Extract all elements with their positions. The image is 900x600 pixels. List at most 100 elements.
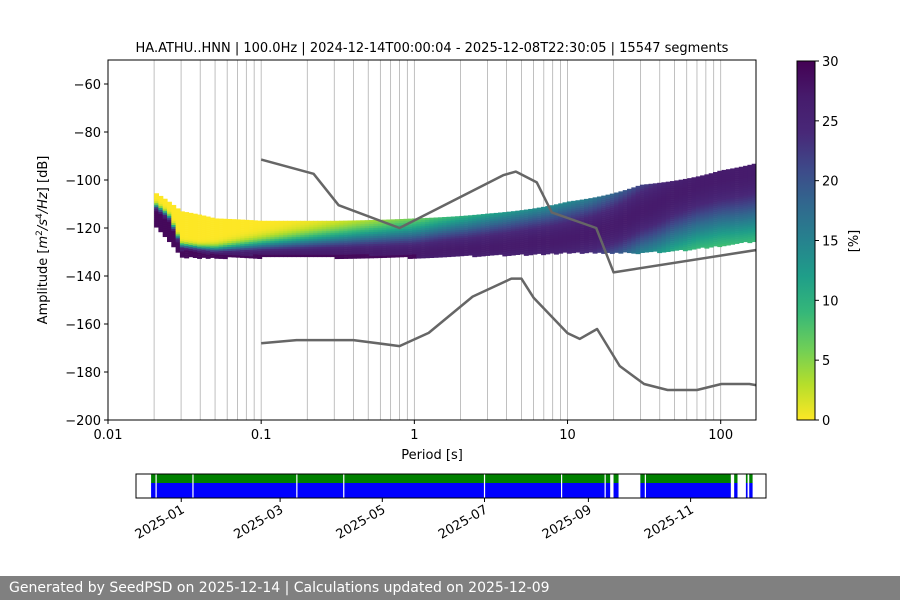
- heatmap-cell: [562, 226, 568, 229]
- heatmap-cell: [480, 230, 486, 233]
- heatmap-cell: [399, 219, 405, 222]
- heatmap-cell: [734, 221, 740, 224]
- heatmap-cell: [162, 198, 168, 202]
- heatmap-cell: [394, 219, 400, 222]
- colorbar-tick-label: 5: [822, 354, 830, 369]
- heatmap-cell: [695, 232, 701, 235]
- heatmap-cell: [412, 236, 417, 239]
- heatmap-cell: [300, 244, 306, 248]
- heatmap-cell: [713, 240, 718, 243]
- heatmap-cell: [592, 241, 598, 244]
- heatmap-cell: [369, 250, 374, 253]
- heatmap-cell: [446, 230, 452, 234]
- heatmap-cell: [257, 256, 263, 259]
- heatmap-cell: [351, 228, 357, 231]
- heatmap-cell: [528, 242, 534, 246]
- heatmap-cell: [210, 235, 215, 238]
- heatmap-cell: [463, 215, 469, 218]
- heatmap-cell: [390, 237, 396, 240]
- heatmap-cell: [704, 176, 710, 179]
- heatmap-cell: [571, 220, 577, 224]
- heatmap-cell: [218, 236, 224, 239]
- heatmap-cell: [549, 215, 555, 218]
- heatmap-cell: [334, 248, 340, 252]
- heatmap-cell: [373, 241, 379, 245]
- heatmap-cell: [360, 238, 366, 241]
- heatmap-cell: [295, 238, 301, 242]
- heatmap-cell: [313, 230, 319, 234]
- usage-bar: [640, 474, 731, 483]
- heatmap-cell: [639, 216, 645, 219]
- heatmap-cell: [313, 246, 319, 250]
- heatmap-cell: [639, 234, 645, 237]
- heatmap-cell: [648, 191, 654, 195]
- heatmap-cell: [605, 250, 611, 253]
- heatmap-cell: [291, 246, 297, 250]
- heatmap-cell: [743, 187, 749, 191]
- heatmap-cell: [347, 222, 353, 225]
- heatmap-cell: [609, 245, 615, 248]
- heatmap-cell: [429, 221, 435, 224]
- heatmap-cell: [661, 246, 667, 249]
- heatmap-cell: [313, 244, 319, 248]
- heatmap-cell: [227, 244, 233, 248]
- heatmap-cell: [545, 222, 551, 225]
- heatmap-cell: [704, 242, 710, 245]
- heatmap-cell: [691, 179, 697, 182]
- heatmap-cell: [596, 230, 602, 233]
- heatmap-cell: [364, 242, 370, 245]
- heatmap-cell: [639, 196, 645, 199]
- heatmap-cell: [244, 219, 250, 223]
- heatmap-cell: [386, 239, 392, 242]
- heatmap-cell: [179, 237, 185, 240]
- heatmap-cell: [201, 219, 207, 222]
- heatmap-cell: [399, 243, 405, 246]
- heatmap-cell: [347, 256, 353, 259]
- heatmap-cell: [343, 244, 349, 247]
- heatmap-cell: [498, 234, 503, 237]
- heatmap-cell: [171, 210, 177, 214]
- heatmap-cell: [377, 253, 383, 257]
- heatmap-cell: [631, 199, 637, 202]
- heatmap-cell: [579, 249, 585, 252]
- heatmap-cell: [614, 210, 620, 213]
- heatmap-cell: [674, 238, 680, 241]
- heatmap-cell: [420, 256, 426, 259]
- heatmap-cell: [730, 186, 736, 189]
- heatmap-cell: [210, 233, 215, 236]
- heatmap-cell: [347, 236, 353, 239]
- heatmap-cell: [704, 190, 710, 193]
- heatmap-cell: [338, 250, 344, 253]
- heatmap-cell: [674, 224, 680, 227]
- heatmap-cell: [210, 243, 215, 246]
- heatmap-cell: [403, 226, 409, 230]
- heatmap-cell: [498, 250, 503, 253]
- heatmap-cell: [627, 240, 632, 244]
- heatmap-cell: [618, 195, 624, 198]
- heatmap-cell: [467, 225, 473, 228]
- heatmap-cell: [407, 252, 413, 255]
- heatmap-cell: [618, 209, 624, 212]
- heatmap-cell: [442, 225, 448, 228]
- heatmap-cell: [747, 184, 753, 188]
- heatmap-cell: [661, 224, 667, 227]
- heatmap-cell: [356, 228, 362, 231]
- y-label-part: /: [36, 207, 51, 214]
- heatmap-cell: [545, 208, 551, 211]
- heatmap-cell: [321, 230, 327, 234]
- heatmap-cell: [192, 255, 198, 259]
- heatmap-cell: [308, 228, 314, 232]
- heatmap-cell: [541, 206, 546, 210]
- heatmap-cell: [283, 226, 288, 230]
- heatmap-cell: [493, 214, 499, 218]
- heatmap-cell: [584, 228, 589, 232]
- heatmap-cell: [622, 224, 628, 227]
- heatmap-cell: [695, 212, 701, 215]
- heatmap-cell: [416, 224, 422, 227]
- heatmap-cell: [377, 237, 383, 241]
- heatmap-cell: [545, 224, 551, 227]
- y-axis: −200−180−160−140−120−100−80−60: [65, 78, 108, 429]
- heatmap-cell: [528, 240, 534, 244]
- heatmap-cell: [627, 222, 632, 226]
- colorbar-gradient: [797, 61, 815, 420]
